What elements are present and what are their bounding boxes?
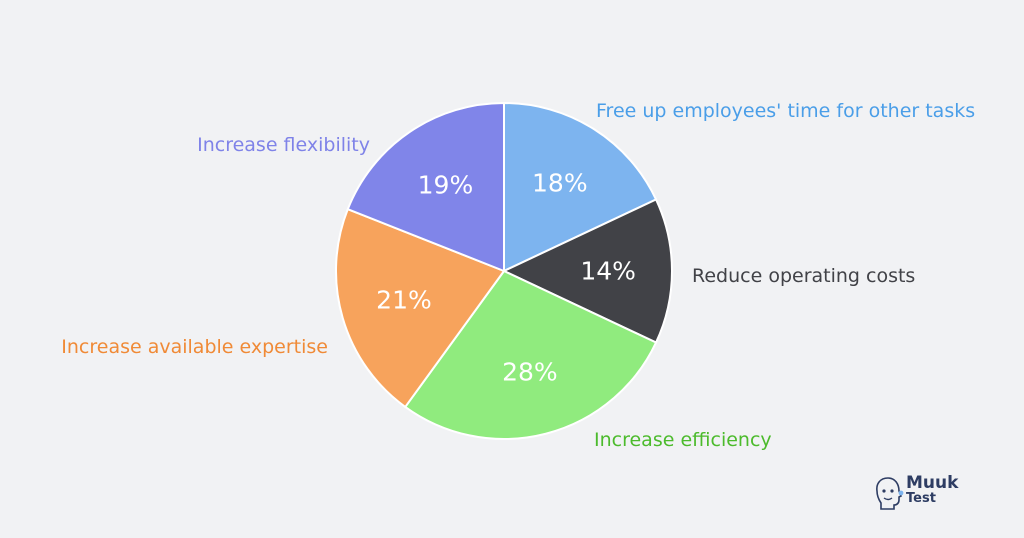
logo-text-line-1: Muuk	[906, 473, 959, 493]
pie-slices	[335, 101, 673, 440]
pie-category-label-1: Free up employees' time for other tasks	[596, 100, 975, 122]
pie-category-label-4: Increase available expertise	[61, 336, 328, 358]
pie-slice-3	[403, 269, 658, 440]
pie-percent-label-1: 18%	[532, 169, 588, 198]
pie-slice-4	[335, 207, 506, 409]
muuktest-logo: Muuk Test	[872, 474, 972, 514]
pie-category-label-5: Increase flexibility	[197, 134, 370, 156]
pie-percent-label-5: 19%	[418, 170, 474, 199]
pie-percent-label-4: 21%	[376, 286, 432, 315]
pie-percent-label-2: 14%	[580, 257, 636, 286]
pie-category-label-3: Increase efficiency	[594, 429, 772, 451]
pie-percent-label-3: 28%	[502, 357, 558, 386]
pie-category-labels: Free up employees' time for other tasks R…	[61, 100, 975, 451]
face-profile-icon	[876, 477, 904, 510]
pie-percent-labels: 18% 14% 28% 21% 19%	[376, 169, 636, 387]
pie-category-label-2: Reduce operating costs	[692, 265, 915, 287]
pie-slice-1	[503, 101, 658, 273]
pie-slice-2	[501, 198, 673, 344]
logo-text-line-2: Test	[906, 491, 936, 506]
pie-slice-5	[346, 101, 505, 273]
